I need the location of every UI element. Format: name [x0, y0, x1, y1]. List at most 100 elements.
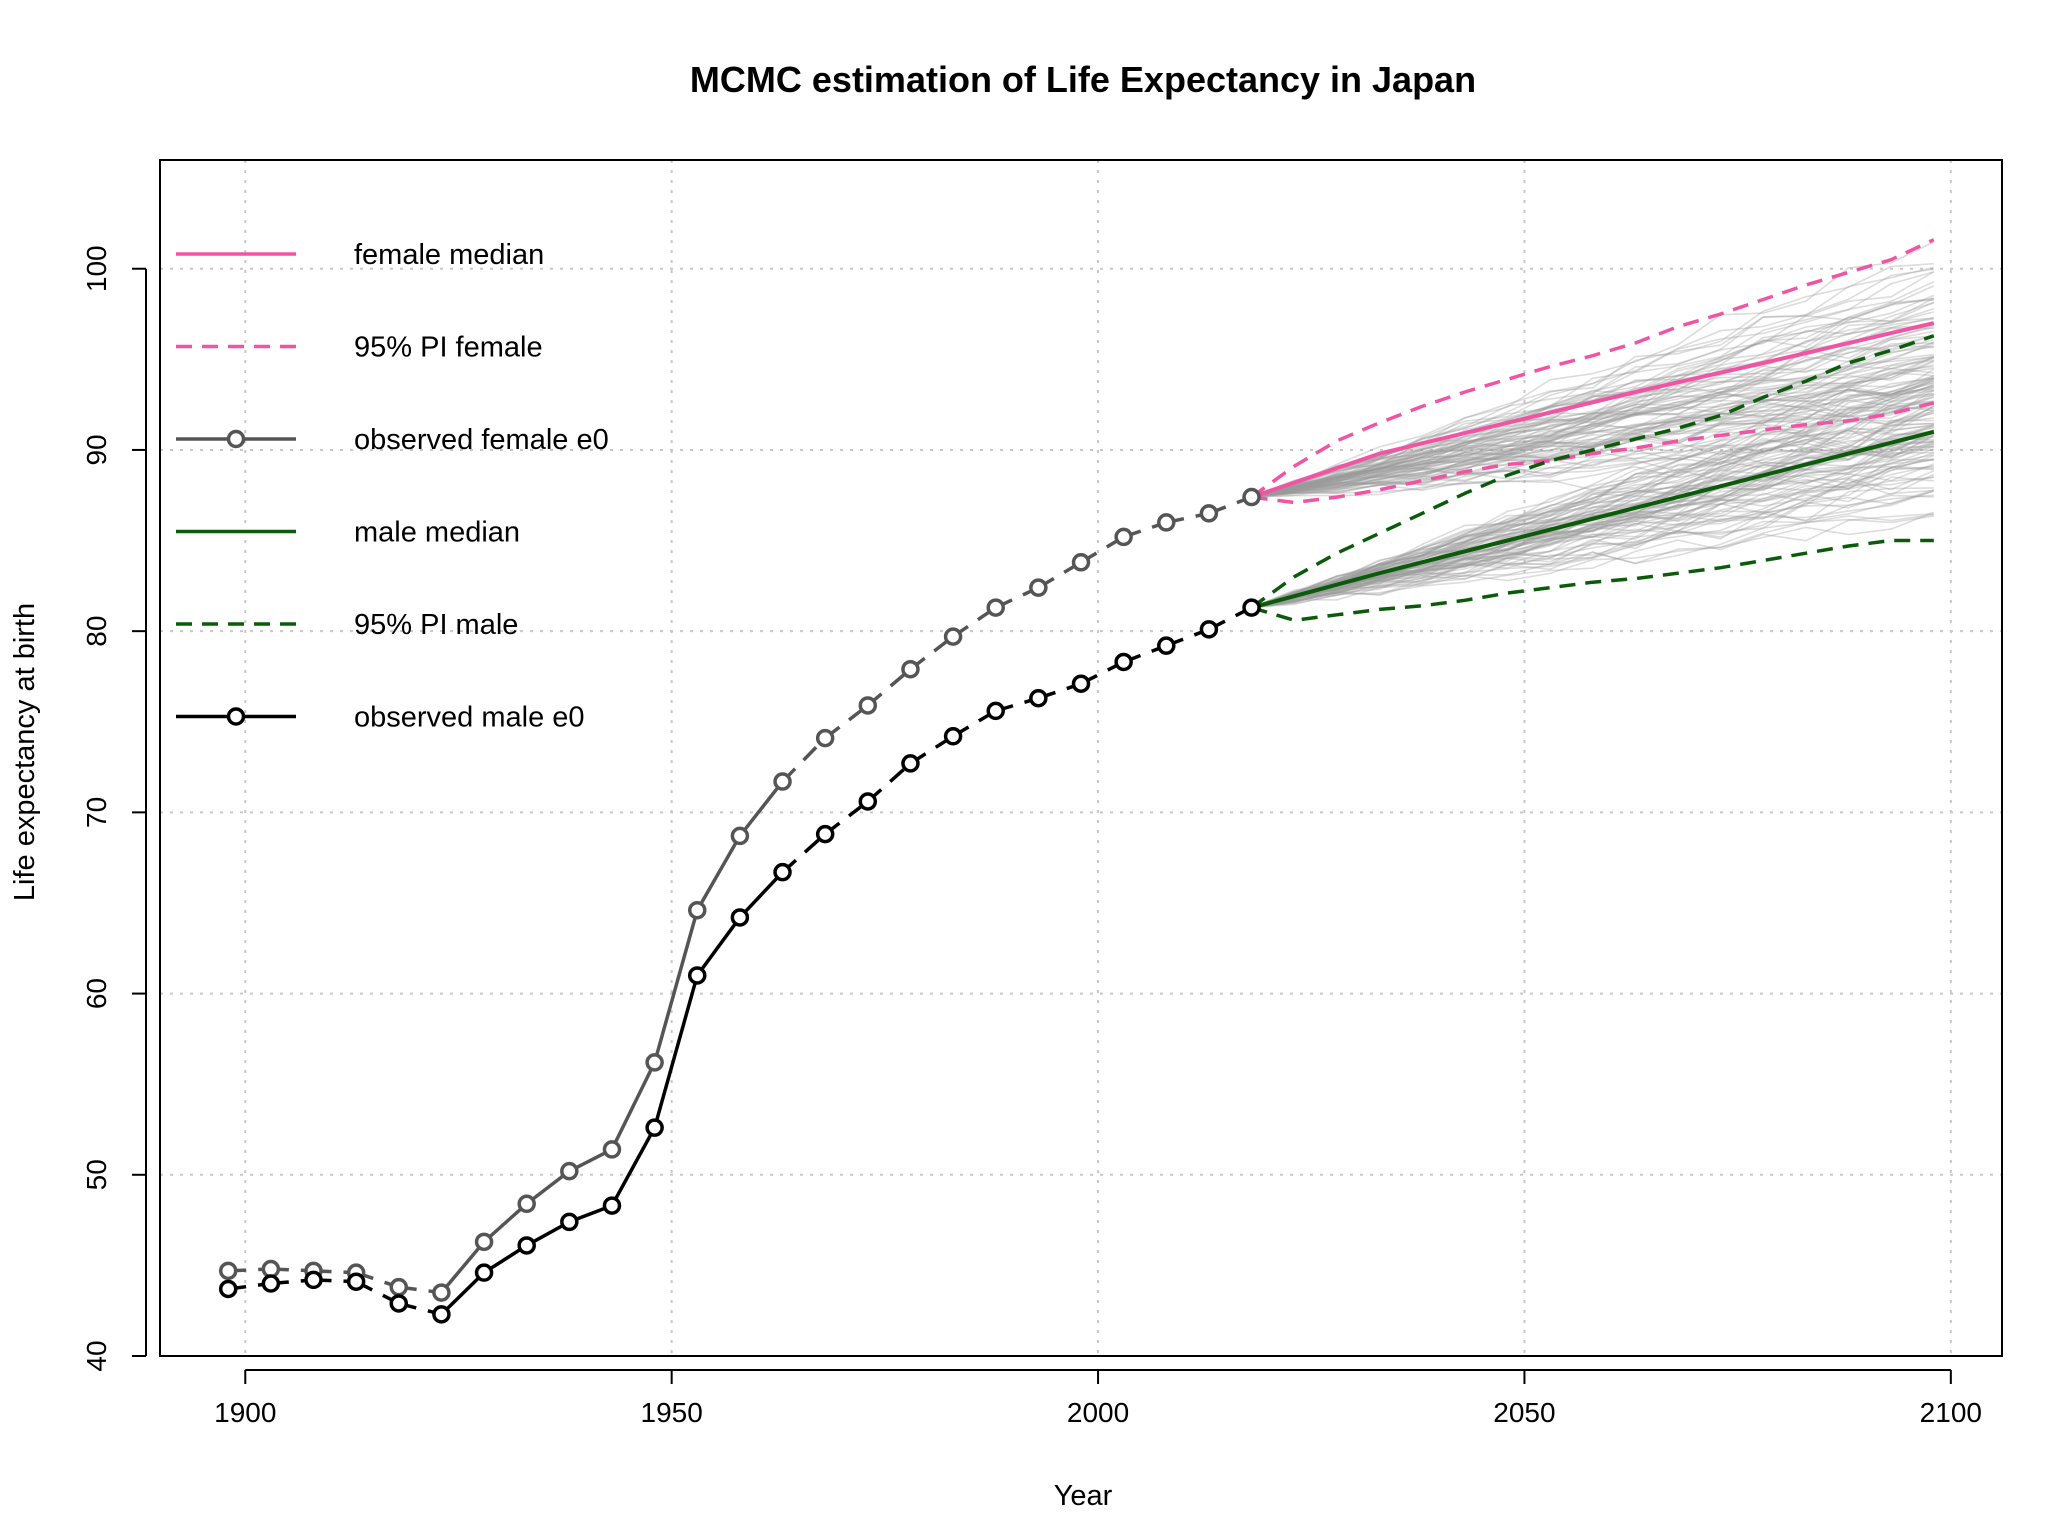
female-trajectory: [1251, 326, 1934, 498]
female-trajectory: [1251, 316, 1934, 498]
y-tick-label: 100: [81, 245, 112, 292]
male-trajectory: [1251, 412, 1934, 609]
female-trajectory: [1251, 356, 1934, 498]
observed-female-e0-segment: [482, 1202, 528, 1244]
male-trajectory: [1251, 424, 1935, 609]
y-tick-label: 70: [81, 797, 112, 828]
observed-male-e0-segment: [781, 832, 827, 874]
female-trajectory: [1251, 386, 1934, 498]
legend-item-female-median: female median: [176, 239, 544, 271]
observed-male-e0-point: [432, 1305, 451, 1324]
male-trajectory: [1251, 392, 1934, 609]
legend-label: observed male e0: [354, 702, 585, 734]
female-trajectory: [1251, 384, 1935, 498]
legend-item-95-pi-female: 95% PI female: [176, 332, 543, 364]
female-trajectory: [1251, 375, 1934, 498]
female-trajectory: [1251, 359, 1935, 498]
observed-male-e0-point: [688, 966, 707, 985]
observed-male-e0-point: [986, 701, 1005, 721]
observed-male-e0-point: [304, 1270, 323, 1290]
female-median-line: [1250, 321, 1935, 499]
female-trajectory: [1251, 429, 1935, 498]
female-trajectory: [1251, 374, 1935, 498]
observed-male-e0-point: [474, 1263, 494, 1282]
legend-label: male median: [354, 517, 520, 549]
female-trajectory: [1251, 342, 1934, 498]
female-trajectory: [1251, 299, 1934, 498]
chart-title: MCMC estimation of Life Expectancy in Ja…: [690, 59, 1476, 100]
male-trajectory: [1251, 473, 1935, 609]
female-trajectory: [1251, 381, 1935, 498]
observed-male-e0-point: [730, 908, 750, 927]
y-tick-label: 60: [81, 978, 112, 1009]
observed-female-e0-point: [1114, 527, 1133, 547]
observed-female-e0-point: [901, 659, 920, 679]
male-trajectory: [1251, 400, 1934, 609]
x-tick-label: 2050: [1493, 1397, 1555, 1428]
male-trajectory: [1251, 463, 1935, 609]
series-lines: [218, 238, 1935, 1324]
female-trajectory: [1251, 360, 1935, 498]
observed-male-e0-point: [218, 1279, 238, 1299]
legend-item-95-pi-male: 95% PI male: [176, 609, 518, 641]
observed-male-e0-point: [1029, 688, 1048, 708]
legend-item-observed-female-e0: observed female e0: [176, 424, 609, 456]
male-trajectory: [1251, 464, 1934, 609]
95-pi-male-upper-line: [1250, 334, 1935, 610]
y-tick-label: 80: [81, 616, 112, 647]
observed-male-e0-segment: [610, 1126, 657, 1207]
male-trajectory: [1251, 451, 1934, 609]
legend-label: 95% PI male: [354, 609, 518, 641]
female-trajectory: [1251, 311, 1934, 498]
95-pi-male-lower-line: [1251, 538, 1934, 623]
male-trajectory: [1251, 368, 1935, 609]
observed-male-e0-point: [645, 1118, 664, 1137]
female-trajectory: [1251, 356, 1935, 498]
95-pi-female-upper-line: [1250, 238, 1935, 499]
observed-male-e0-segment: [738, 870, 784, 919]
observed-female-e0-point: [1071, 553, 1091, 572]
observed-male-e0-point: [389, 1294, 409, 1313]
female-trajectory: [1251, 379, 1935, 498]
y-axis-label: Life expectancy at birth: [9, 603, 41, 901]
observed-male-e0-segment: [695, 916, 742, 977]
female-trajectory: [1251, 401, 1934, 498]
female-trajectory: [1251, 355, 1934, 498]
observed-male-e0-point: [943, 727, 963, 746]
female-trajectory: [1251, 342, 1934, 498]
legend-marker: [226, 707, 246, 726]
y-tick-label: 40: [81, 1340, 112, 1371]
female-trajectory: [1251, 430, 1934, 498]
observed-female-e0-point: [730, 826, 750, 846]
female-trajectory: [1251, 338, 1934, 498]
male-trajectory: [1251, 448, 1935, 609]
female-trajectory: [1251, 324, 1935, 498]
male-trajectory: [1251, 476, 1934, 609]
x-tick-label: 2000: [1067, 1397, 1129, 1428]
observed-male-e0-segment: [866, 762, 912, 803]
male-trajectory: [1251, 440, 1934, 609]
female-trajectory: [1251, 393, 1935, 498]
observed-female-e0-point: [1029, 578, 1048, 597]
observed-male-e0-point: [858, 792, 878, 811]
observed-male-e0-point: [261, 1274, 281, 1293]
male-trajectory: [1251, 377, 1934, 609]
male-trajectory: [1251, 423, 1934, 609]
male-trajectory: [1251, 365, 1934, 609]
female-trajectory: [1251, 437, 1934, 498]
male-trajectory: [1251, 465, 1934, 609]
observed-female-e0-point: [858, 696, 878, 715]
male-trajectory: [1251, 487, 1934, 609]
legend: female median 95% PI female observed femal…: [176, 239, 609, 734]
male-trajectory: [1251, 441, 1935, 609]
male-trajectory: [1251, 409, 1935, 609]
axes: 1900 1950 2000 2050 2100 40 50 60 70 80 90 100: [81, 245, 1982, 1428]
female-trajectory: [1251, 356, 1935, 498]
observed-female-e0-point: [474, 1232, 494, 1252]
observed-male-e0-segment: [652, 974, 699, 1129]
male-trajectory: [1251, 396, 1935, 609]
female-trajectory: [1251, 356, 1935, 498]
female-trajectory: [1251, 301, 1935, 498]
